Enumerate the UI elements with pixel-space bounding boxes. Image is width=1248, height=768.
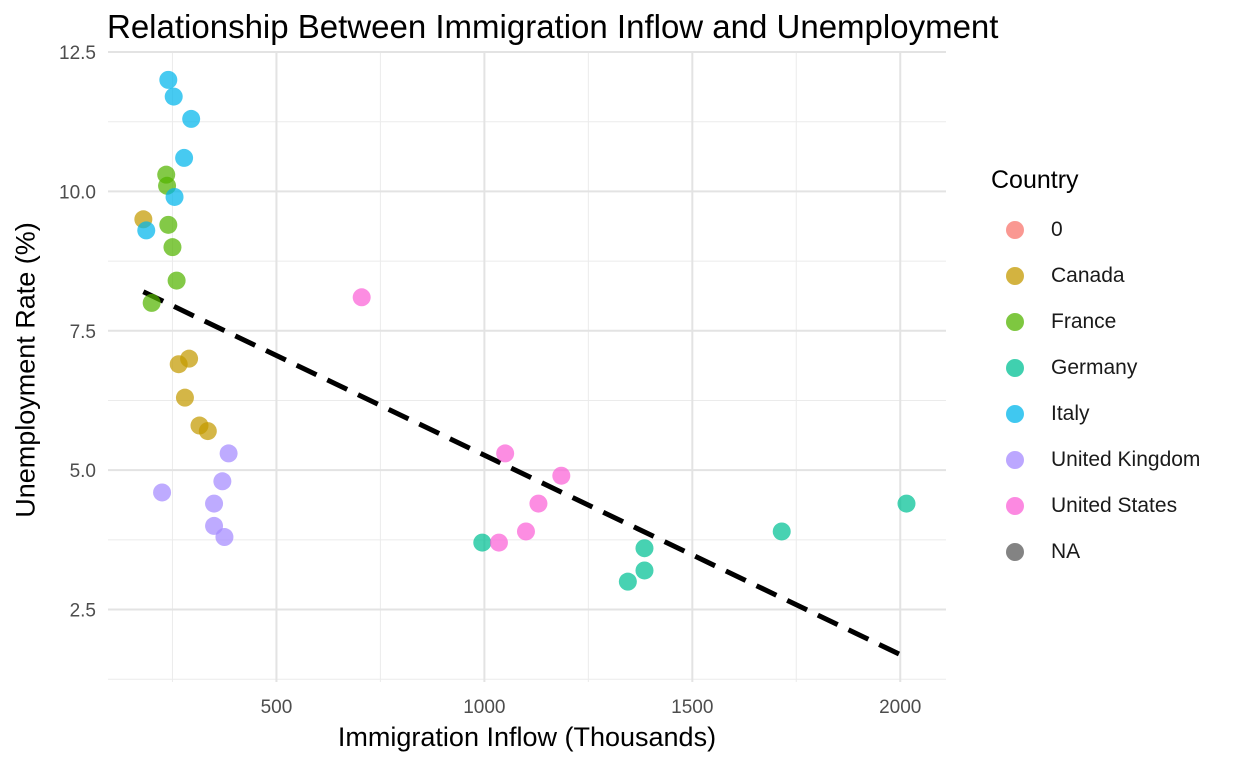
legend-key: [1006, 543, 1024, 561]
legend-key: [1006, 359, 1024, 377]
point-united-states: [529, 494, 548, 513]
x-axis-ticks: 500 1000 1500 2000: [261, 697, 922, 718]
y-tick-label: 5.0: [70, 461, 96, 482]
point-italy: [159, 70, 178, 89]
legend-items: 0 Canada France Germany Italy United Kingdom U…: [991, 207, 1200, 575]
point-italy: [164, 87, 183, 106]
grid-major: [108, 51, 946, 682]
point-germany: [635, 539, 654, 558]
point-germany: [897, 494, 916, 513]
legend-key: [1006, 313, 1024, 331]
y-tick-label: 2.5: [70, 601, 96, 622]
y-tick-label: 12.5: [59, 43, 96, 64]
point-italy: [165, 187, 184, 206]
trend-line: [142, 289, 910, 661]
point-france: [163, 238, 182, 257]
point-france: [159, 215, 178, 234]
x-tick-label: 2000: [879, 697, 921, 718]
legend-key: [1006, 451, 1024, 469]
point-italy: [175, 148, 194, 167]
point-germany: [772, 522, 791, 541]
legend-label: United States: [1051, 494, 1178, 517]
point-united-kingdom: [205, 494, 224, 513]
legend: Country 0 Canada France Germany Italy United …: [991, 166, 1200, 575]
legend-item-italy: Italy: [991, 391, 1200, 437]
point-canada: [175, 388, 194, 407]
legend-item-france: France: [991, 299, 1200, 345]
legend-item-united-states: United States: [991, 483, 1200, 529]
point-united-states: [516, 522, 535, 541]
legend-label: United Kingdom: [1051, 448, 1201, 471]
y-tick-label: 10.0: [59, 182, 96, 203]
legend-key: [1006, 405, 1024, 423]
point-france: [167, 271, 186, 290]
point-united-kingdom: [215, 528, 234, 547]
y-axis-ticks: 2.5 5.0 7.5 10.0 12.5: [59, 43, 96, 622]
legend-item-0: 0: [991, 207, 1200, 253]
point-canada: [180, 349, 199, 368]
point-united-states: [496, 444, 515, 463]
point-united-kingdom: [213, 472, 232, 491]
x-tick-label: 1000: [463, 697, 505, 718]
y-tick-label: 7.5: [70, 322, 96, 343]
point-united-states: [552, 466, 571, 485]
point-italy: [182, 109, 201, 128]
point-france: [142, 293, 161, 312]
legend-key: [1006, 221, 1024, 239]
point-germany: [618, 572, 637, 591]
point-germany: [473, 533, 492, 552]
point-united-kingdom: [153, 483, 172, 502]
legend-label: 0: [1051, 218, 1063, 241]
point-canada: [198, 422, 217, 441]
legend-title: Country: [991, 166, 1079, 194]
legend-key: [1006, 497, 1024, 515]
legend-item-germany: Germany: [991, 345, 1200, 391]
legend-item-na: NA: [991, 529, 1200, 575]
legend-item-canada: Canada: [991, 253, 1200, 299]
legend-label: Germany: [1051, 356, 1138, 379]
legend-label: Canada: [1051, 264, 1125, 287]
legend-label: Italy: [1051, 402, 1090, 425]
legend-label: NA: [1051, 540, 1081, 563]
y-axis-label: Unemployment Rate (%): [10, 222, 41, 518]
point-united-states: [489, 533, 508, 552]
points-layer: [134, 70, 916, 591]
chart-title: Relationship Between Immigration Inflow …: [107, 8, 999, 45]
legend-item-united-kingdom: United Kingdom: [991, 437, 1200, 483]
legend-label: France: [1051, 310, 1117, 333]
point-italy: [137, 221, 156, 240]
point-united-kingdom: [219, 444, 238, 463]
point-germany: [635, 561, 654, 580]
grid-minor: [108, 52, 946, 682]
x-tick-label: 500: [261, 697, 293, 718]
legend-key: [1006, 267, 1024, 285]
x-axis-label: Immigration Inflow (Thousands): [337, 722, 717, 752]
point-united-states: [352, 288, 371, 307]
trend-layer: [142, 289, 910, 661]
x-tick-label: 1500: [671, 697, 713, 718]
